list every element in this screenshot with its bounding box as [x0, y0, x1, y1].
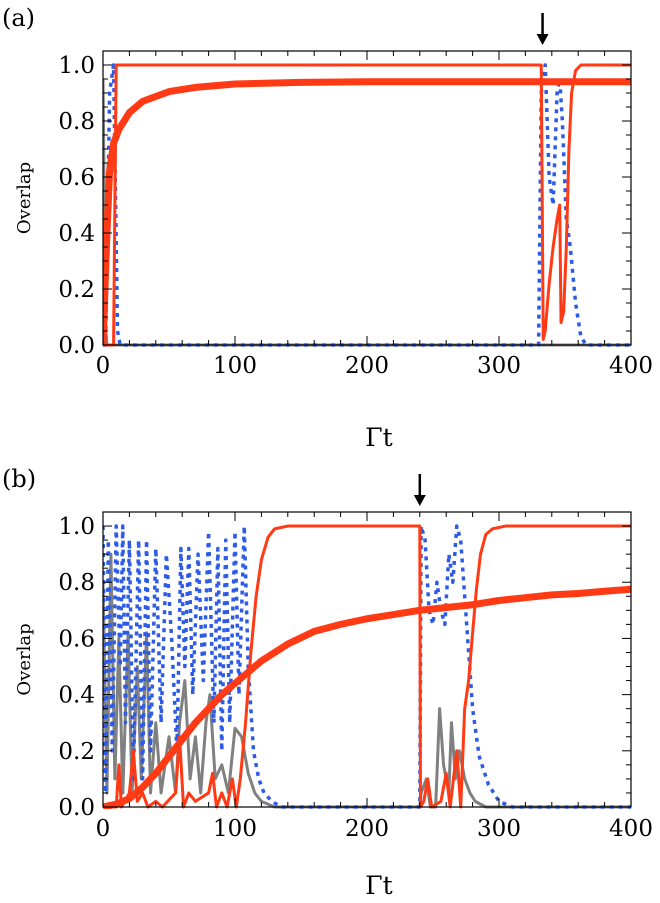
- panel-b: (b) 0 100 200 300 400 0.0 0.2 0.4 0.6 0.8 1.0 Γt Over…: [2, 465, 653, 900]
- series-line-red-thin: [103, 524, 631, 809]
- x-tick-label: 200: [345, 816, 389, 842]
- y-tick-label: 0.6: [58, 165, 95, 191]
- y-tick-label: 0.0: [58, 333, 95, 359]
- y-tick-label: 1.0: [58, 53, 95, 79]
- arrow-marker: [536, 13, 549, 45]
- panel-label: (a): [2, 4, 35, 32]
- series-line-red-thick: [103, 585, 631, 809]
- arrow-marker: [413, 474, 426, 506]
- x-tick-label: 400: [609, 353, 653, 379]
- panel-a: (a) 0 100 200 300 400 0.0 0.2 0.4 0.6 0.8 1.0 Γt Over…: [2, 4, 653, 452]
- y-axis-title: Overlap: [14, 623, 35, 695]
- x-axis-title: Γt: [365, 871, 392, 900]
- y-tick-label: 0.4: [58, 221, 95, 247]
- x-tick-label: 0: [96, 353, 111, 379]
- series-line-blue-dotted: [103, 524, 631, 809]
- x-tick-label: 0: [96, 816, 111, 842]
- x-tick-label: 200: [345, 353, 389, 379]
- y-axis-title: Overlap: [14, 162, 35, 234]
- x-tick-label: 100: [213, 816, 257, 842]
- y-tick-label: 0.2: [58, 277, 95, 303]
- y-tick-label: 1.0: [58, 514, 95, 540]
- y-tick-label: 0.2: [58, 739, 95, 765]
- series-line-red-thin: [103, 63, 631, 347]
- x-axis-title: Γt: [365, 423, 392, 452]
- x-tick-label: 100: [213, 353, 257, 379]
- x-tick-label: 300: [477, 816, 521, 842]
- x-tick-label: 300: [477, 353, 521, 379]
- y-tick-label: 0.4: [58, 683, 95, 709]
- data-area: [103, 524, 631, 809]
- y-tick-label: 0.6: [58, 626, 95, 652]
- y-tick-label: 0.0: [58, 795, 95, 821]
- series-line-gray: [103, 78, 631, 347]
- y-tick-label: 0.8: [58, 109, 95, 135]
- panel-label: (b): [2, 465, 36, 493]
- series-line-blue-dotted: [103, 63, 631, 347]
- data-area: [103, 63, 631, 347]
- series-line-red-thick: [103, 78, 631, 346]
- y-tick-label: 0.8: [58, 570, 95, 596]
- x-tick-label: 400: [609, 816, 653, 842]
